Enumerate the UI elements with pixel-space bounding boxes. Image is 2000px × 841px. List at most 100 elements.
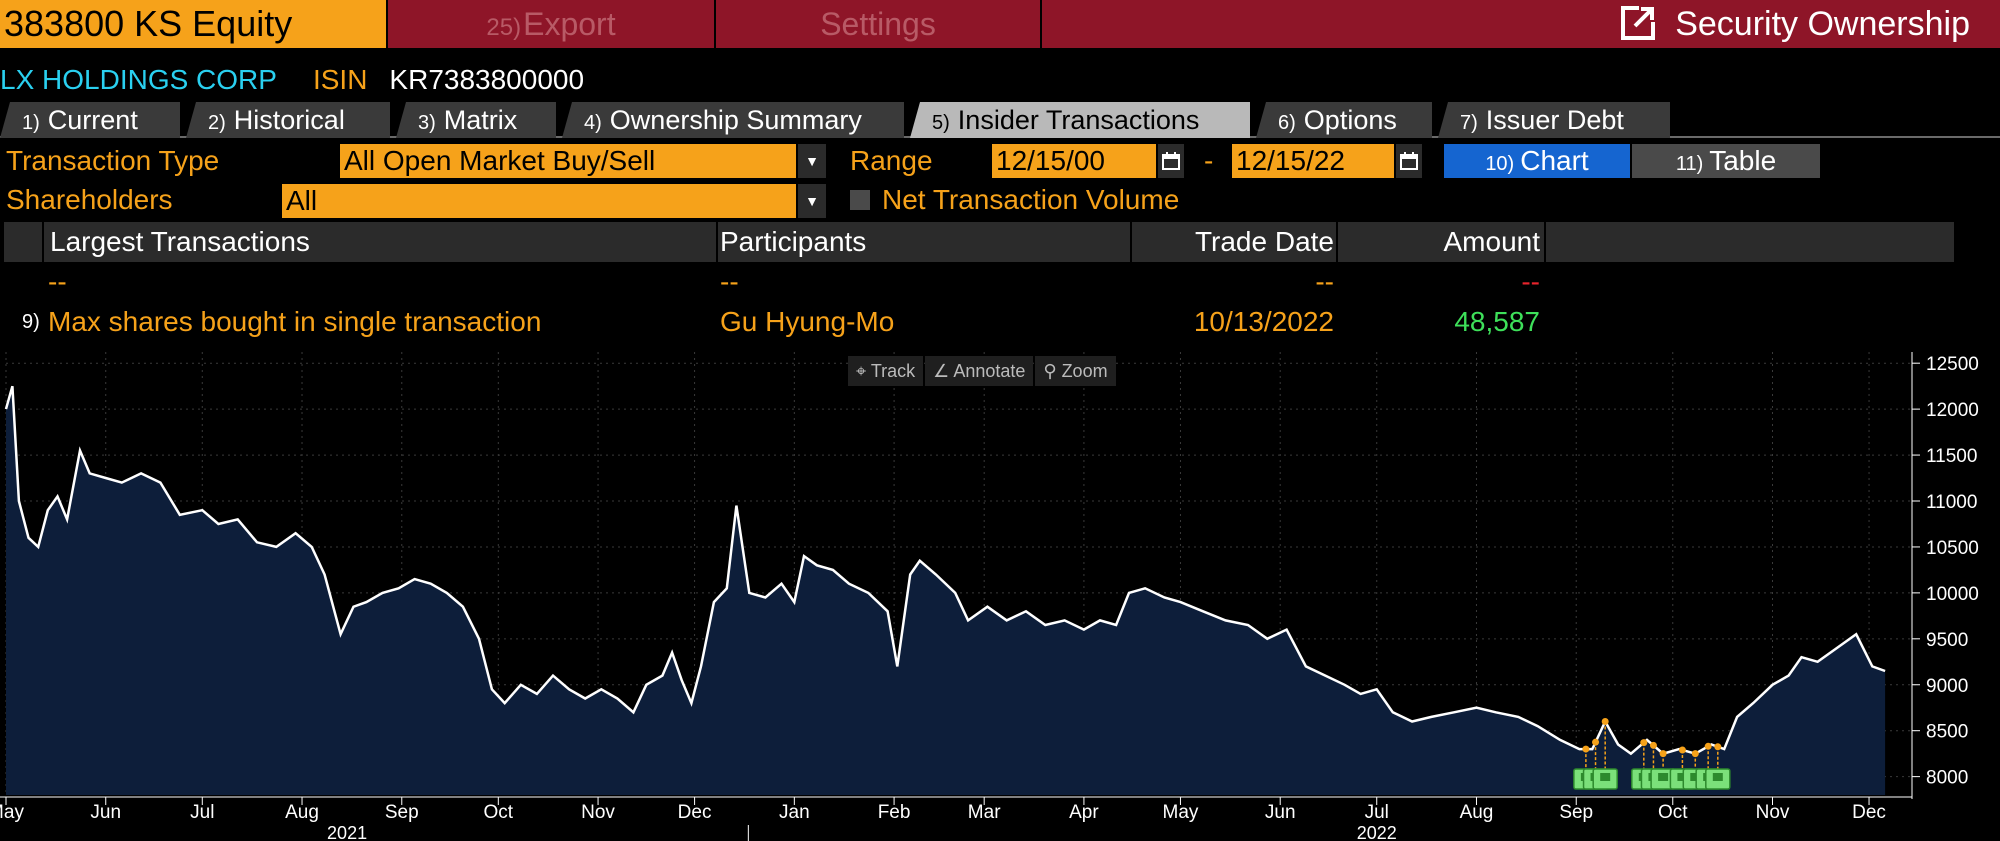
- tab-number: 6): [1278, 112, 1296, 134]
- x-tick-label: Jun: [90, 802, 121, 823]
- x-tick-label: Jan: [779, 802, 810, 823]
- tab-number: 4): [584, 112, 602, 134]
- year-label: 2021: [327, 823, 367, 841]
- y-tick-label: 9000: [1926, 676, 1968, 697]
- row-participant: Gu Hyung-Mo: [720, 306, 895, 337]
- buy-marker-glyph: [1677, 773, 1688, 781]
- x-tick-label: Aug: [1460, 802, 1494, 823]
- export-button[interactable]: 25)Export: [388, 0, 716, 48]
- buy-marker-glyph: [1690, 773, 1701, 781]
- buy-marker-glyph: [1658, 773, 1669, 781]
- buy-marker-glyph: [1600, 773, 1611, 781]
- buy-marker-glyph: [1712, 773, 1723, 781]
- isin-label: ISIN: [312, 64, 368, 95]
- external-link-icon[interactable]: [1621, 6, 1656, 40]
- zoom-tool-button[interactable]: ⚲ Zoom: [1035, 356, 1116, 386]
- chevron-down-icon[interactable]: ▼: [798, 144, 826, 178]
- marker-dot: [1592, 738, 1600, 746]
- row-trade-date: 10/13/2022: [1193, 306, 1334, 337]
- transactions-table-header: Largest Transactions Participants Trade …: [4, 222, 1954, 262]
- transaction-markers: [1573, 718, 1731, 790]
- tab-matrix[interactable]: 3) Matrix: [396, 102, 556, 138]
- column-divider: [1544, 222, 1546, 262]
- row-description: --: [48, 266, 67, 297]
- pencil-icon: ∠: [933, 361, 954, 381]
- calendar-icon[interactable]: [1396, 144, 1422, 178]
- track-tool-button[interactable]: ⌖ Track: [848, 356, 924, 386]
- tab-label: Current: [47, 105, 138, 135]
- price-line: [4, 385, 1886, 756]
- settings-button[interactable]: Settings: [716, 0, 1042, 48]
- net-volume-checkbox[interactable]: [850, 190, 870, 210]
- price-chart[interactable]: 8000 8500 9000 9500 10000 10500 11000 11500 1200…: [0, 352, 2000, 841]
- tab-current[interactable]: 1) Current: [0, 102, 180, 138]
- price-chart-svg: 8000 8500 9000 9500 10000 10500 11000 11500 1200…: [0, 352, 1979, 841]
- x-tick-label: Oct: [484, 802, 514, 823]
- tab-label: Ownership Summary: [609, 105, 862, 135]
- price-area: [6, 386, 1886, 795]
- settings-label: Settings: [820, 6, 936, 42]
- column-header-participants[interactable]: Participants: [720, 226, 867, 257]
- y-tick-label: 8000: [1926, 768, 1968, 789]
- calendar-icon[interactable]: [1158, 144, 1184, 178]
- x-tick-label: Apr: [1069, 802, 1099, 823]
- ticker-field[interactable]: 383800 KS Equity: [0, 0, 388, 48]
- tab-insider-transactions[interactable]: 5) Insider Transactions: [910, 102, 1250, 138]
- annotate-tool-button[interactable]: ∠ Annotate: [925, 356, 1034, 386]
- x-tick-label: Jul: [190, 802, 214, 823]
- tab-ownership-summary[interactable]: 4) Ownership Summary: [562, 102, 904, 138]
- y-tick-label: 8500: [1926, 722, 1968, 743]
- chart-view-button[interactable]: 10) Chart: [1444, 144, 1630, 178]
- x-tick-label: Sep: [385, 802, 419, 823]
- column-header-largest-transactions[interactable]: Largest Transactions: [50, 226, 310, 257]
- range-label: Range: [850, 145, 933, 176]
- shareholders-select[interactable]: All: [282, 184, 796, 218]
- chart-button-number: 10): [1485, 153, 1515, 175]
- title-text: Security Ownership: [1675, 5, 1970, 43]
- x-tick-label: May: [0, 802, 24, 823]
- chart-toolbar: ⌖ Track ∠ Annotate ⚲ Zoom: [848, 356, 1116, 386]
- y-tick-label: 10500: [1926, 538, 1979, 559]
- x-tick-label: Dec: [678, 802, 712, 823]
- x-tick-label: Nov: [581, 802, 615, 823]
- tab-issuer-debt[interactable]: 7) Issuer Debt: [1438, 102, 1670, 138]
- chart-button-label: Chart: [1520, 145, 1589, 176]
- tab-number: 3): [418, 112, 436, 134]
- x-tick-label: Dec: [1852, 802, 1886, 823]
- tab-options[interactable]: 6) Options: [1256, 102, 1432, 138]
- tab-number: 7): [1460, 112, 1478, 134]
- tab-number: 5): [932, 112, 950, 134]
- tab-label: Insider Transactions: [957, 105, 1200, 135]
- marker-dot: [1704, 742, 1712, 750]
- chevron-down-icon[interactable]: ▼: [798, 184, 826, 218]
- y-tick-label: 12000: [1926, 400, 1979, 421]
- annotate-label: Annotate: [953, 361, 1026, 381]
- security-line: LX HOLDINGS CORP ISIN KR7383800000: [0, 60, 584, 100]
- marker-dot: [1640, 739, 1648, 747]
- marker-dot: [1582, 745, 1590, 753]
- column-header-amount[interactable]: Amount: [1443, 226, 1541, 257]
- row-description[interactable]: Max shares bought in single transaction: [48, 306, 542, 337]
- column-header-trade-date[interactable]: Trade Date: [1194, 226, 1334, 257]
- security-name[interactable]: LX HOLDINGS CORP: [0, 64, 277, 95]
- tab-bar: 1) Current 2) Historical 3) Matrix 4) Owners…: [0, 102, 2000, 138]
- transaction-type-label: Transaction Type: [6, 145, 220, 176]
- export-label: Export: [523, 6, 616, 42]
- function-title: Security Ownership: [1042, 0, 2000, 48]
- table-button-number: 11): [1675, 153, 1704, 175]
- net-volume-label: Net Transaction Volume: [882, 184, 1180, 215]
- y-tick-label: 10000: [1926, 584, 1979, 605]
- tab-historical[interactable]: 2) Historical: [186, 102, 390, 138]
- marker-dot: [1601, 718, 1609, 725]
- range-separator: -: [1204, 145, 1214, 176]
- range-end-field[interactable]: 12/15/22: [1232, 144, 1394, 178]
- shareholders-label: Shareholders: [6, 184, 173, 215]
- transaction-type-select[interactable]: All Open Market Buy/Sell: [340, 144, 796, 178]
- x-tick-label: Nov: [1756, 802, 1790, 823]
- table-button-label: Table: [1709, 145, 1777, 176]
- column-divider: [42, 222, 44, 262]
- range-start-field[interactable]: 12/15/00: [992, 144, 1156, 178]
- tab-label: Issuer Debt: [1485, 105, 1624, 135]
- x-tick-label: Feb: [878, 802, 911, 823]
- table-view-button[interactable]: 11) Table: [1632, 144, 1820, 178]
